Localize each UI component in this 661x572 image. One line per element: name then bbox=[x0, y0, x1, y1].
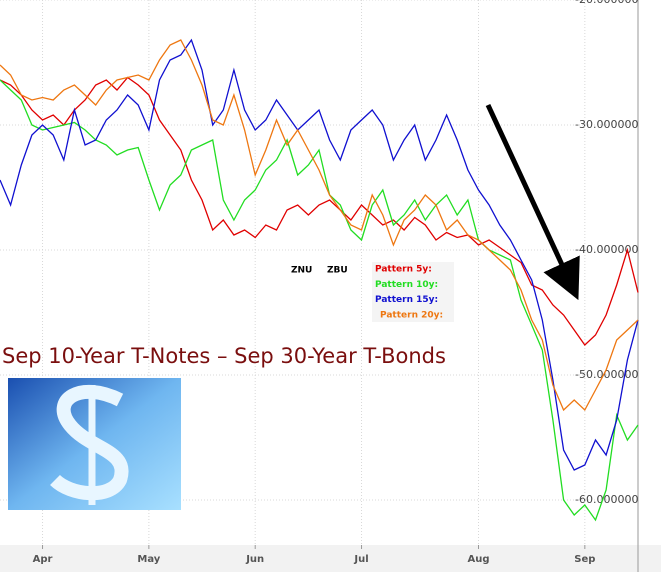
y-tick-label: -60.000000 bbox=[575, 493, 638, 506]
x-tick-label: Apr bbox=[33, 554, 53, 565]
y-tick-label: -40.000000 bbox=[575, 243, 638, 256]
legend-entry: Pattern 15y: bbox=[375, 295, 438, 305]
x-tick-label: Aug bbox=[467, 554, 489, 565]
legend-entry: Pattern 10y: bbox=[375, 280, 438, 290]
symbol: ZNU bbox=[291, 266, 312, 276]
x-tick-label: May bbox=[137, 554, 160, 565]
legend-entry: Pattern 20y: bbox=[380, 310, 443, 320]
y-tick-label: -30.000000 bbox=[575, 118, 638, 131]
legend-entry: Pattern 5y: bbox=[375, 265, 432, 275]
grid: -20.000000 -30.000000 -40.000000 -50.000000… bbox=[0, 0, 638, 565]
legend-box bbox=[372, 262, 454, 322]
image bbox=[8, 378, 181, 510]
x-tick-label: Sep bbox=[574, 554, 595, 565]
series-line bbox=[0, 79, 639, 522]
series-line bbox=[0, 38, 639, 471]
legend: Pattern 5y: Pattern 10y: Pattern 15y: Patte… bbox=[375, 265, 443, 321]
lines bbox=[0, 38, 639, 522]
x-tick-label: Jun bbox=[245, 554, 264, 565]
y-tick-label: -20.000000 bbox=[575, 0, 638, 6]
title: Sep 10-Year T-Notes – Sep 30-Year T-Bond… bbox=[2, 344, 446, 368]
y-tick-label: -50.000000 bbox=[575, 368, 638, 381]
x-axis-strip bbox=[0, 545, 661, 572]
series-line bbox=[0, 76, 639, 346]
arrow bbox=[485, 103, 580, 301]
symbol: ZBU bbox=[327, 266, 348, 276]
x-tick-label: Jul bbox=[353, 554, 368, 565]
series-line bbox=[0, 39, 639, 412]
